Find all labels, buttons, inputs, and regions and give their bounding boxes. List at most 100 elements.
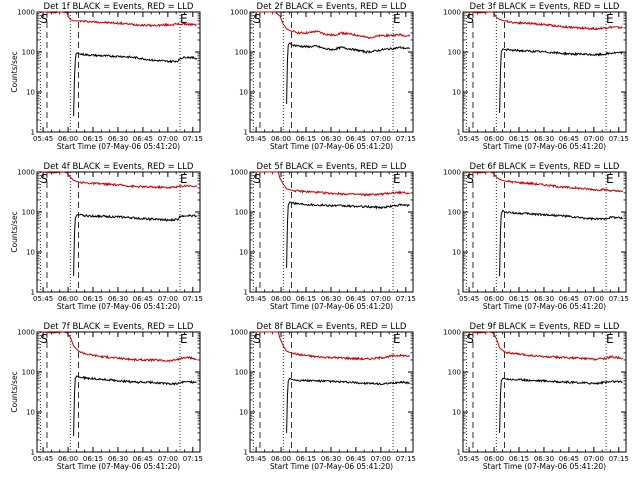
y-axis-label: Counts/sec <box>10 211 19 252</box>
x-tick-label: 06:30 <box>321 455 341 463</box>
x-tick-label: 06:30 <box>534 135 554 143</box>
x-tick-label: 07:15 <box>183 295 203 303</box>
x-tick-label: 07:15 <box>609 295 629 303</box>
panel-title: Det 5f BLACK = Events, RED = LLD <box>257 162 407 172</box>
x-tick-label: 05:45 <box>33 135 53 143</box>
x-tick-label: 06:00 <box>484 135 504 143</box>
x-axis-label: Start Time (07-May-06 05:41:20) <box>483 302 606 311</box>
interval-marker-e: E <box>606 332 614 346</box>
series-lld-line <box>41 11 197 28</box>
interval-marker-e: E <box>393 12 401 26</box>
y-axis-label: Counts/sec <box>10 371 19 412</box>
interval-marker-s: S <box>253 332 261 346</box>
x-tick-label: 05:45 <box>459 455 479 463</box>
x-tick-label: 06:15 <box>83 455 103 463</box>
panel-title: Det 3f BLACK = Events, RED = LLD <box>470 2 620 12</box>
panel-title: Det 6f BLACK = Events, RED = LLD <box>470 162 620 172</box>
x-tick-label: 06:00 <box>484 295 504 303</box>
panel-det-1: Det 1f BLACK = Events, RED = LLD 1 10 100 10… <box>10 2 203 151</box>
x-tick-label: 06:45 <box>346 295 366 303</box>
x-tick-label: 07:00 <box>371 455 391 463</box>
interval-marker-e: E <box>180 332 188 346</box>
x-tick-label: 06:00 <box>271 295 291 303</box>
y-tick-label: 100 <box>235 49 248 57</box>
interval-marker-s: S <box>40 332 48 346</box>
x-tick-label: 06:15 <box>296 295 316 303</box>
y-tick-label: 1 <box>31 129 35 137</box>
panel-det-6: Det 6f BLACK = Events, RED = LLD 1 10 100 10… <box>443 162 629 311</box>
x-axis-label: Start Time (07-May-06 05:41:20) <box>57 462 180 471</box>
x-tick-label: 06:00 <box>484 455 504 463</box>
y-tick-label: 1 <box>244 289 248 297</box>
series-events-line <box>499 48 624 113</box>
x-tick-label: 07:00 <box>584 135 604 143</box>
axes-frame <box>249 331 414 453</box>
interval-marker-e: E <box>180 12 188 26</box>
interval-marker-s: S <box>466 12 474 26</box>
x-tick-label: 07:15 <box>396 455 416 463</box>
interval-marker-s: S <box>466 172 474 186</box>
x-tick-label: 06:45 <box>346 135 366 143</box>
x-tick-label: 07:00 <box>584 295 604 303</box>
x-tick-label: 07:15 <box>396 135 416 143</box>
y-tick-label: 100 <box>448 209 461 217</box>
y-tick-label: 100 <box>235 209 248 217</box>
axes-frame <box>249 11 414 133</box>
y-tick-label: 10 <box>26 89 35 97</box>
y-tick-label: 10 <box>239 409 248 417</box>
panel-det-9: Det 9f BLACK = Events, RED = LLD 1 10 100 10… <box>443 322 629 471</box>
x-axis-label: Start Time (07-May-06 05:41:20) <box>57 142 180 151</box>
x-tick-label: 05:45 <box>246 135 266 143</box>
x-tick-label: 06:30 <box>108 455 128 463</box>
x-tick-label: 06:15 <box>83 135 103 143</box>
x-tick-label: 05:45 <box>33 455 53 463</box>
y-tick-label: 10 <box>452 249 461 257</box>
y-tick-label: 10 <box>452 89 461 97</box>
y-tick-label: 1000 <box>17 169 35 177</box>
x-tick-label: 06:45 <box>346 455 366 463</box>
x-tick-label: 07:00 <box>158 295 178 303</box>
y-tick-label: 10 <box>452 409 461 417</box>
panel-det-5: Det 5f BLACK = Events, RED = LLD 1 10 100 10… <box>230 162 416 311</box>
x-tick-label: 06:45 <box>133 455 153 463</box>
y-tick-label: 1000 <box>17 329 35 337</box>
series-lld-line <box>467 11 623 31</box>
x-axis-label: Start Time (07-May-06 05:41:20) <box>270 302 393 311</box>
series-events-line <box>499 209 623 277</box>
panel-title: Det 8f BLACK = Events, RED = LLD <box>257 322 407 332</box>
panel-det-4: Det 4f BLACK = Events, RED = LLD 1 10 100 10… <box>10 162 203 311</box>
axes-frame <box>36 171 201 293</box>
x-tick-label: 06:15 <box>83 295 103 303</box>
panel-title: Det 2f BLACK = Events, RED = LLD <box>257 2 407 12</box>
interval-marker-s: S <box>40 172 48 186</box>
x-tick-label: 06:00 <box>271 455 291 463</box>
x-axis-label: Start Time (07-May-06 05:41:20) <box>57 302 180 311</box>
x-tick-label: 06:15 <box>296 455 316 463</box>
series-lld-line <box>254 331 410 361</box>
series-events-line <box>73 213 197 277</box>
series-events-line <box>286 377 411 433</box>
x-tick-label: 05:45 <box>246 455 266 463</box>
x-axis-label: Start Time (07-May-06 05:41:20) <box>483 462 606 471</box>
series-lld-line <box>41 171 198 190</box>
interval-marker-s: S <box>253 12 261 26</box>
y-tick-label: 1000 <box>443 9 461 17</box>
x-tick-label: 07:00 <box>158 135 178 143</box>
x-tick-label: 06:00 <box>58 135 78 143</box>
axes-frame <box>462 331 627 453</box>
interval-marker-s: S <box>466 332 474 346</box>
x-tick-label: 07:00 <box>584 455 604 463</box>
x-tick-label: 05:45 <box>459 295 479 303</box>
x-axis-label: Start Time (07-May-06 05:41:20) <box>270 462 393 471</box>
y-tick-label: 1 <box>457 289 461 297</box>
interval-marker-e: E <box>180 172 188 186</box>
x-tick-label: 06:15 <box>509 455 529 463</box>
y-tick-label: 100 <box>22 209 35 217</box>
y-tick-label: 100 <box>22 369 35 377</box>
x-tick-label: 06:30 <box>534 295 554 303</box>
interval-marker-e: E <box>393 332 401 346</box>
panel-title: Det 7f BLACK = Events, RED = LLD <box>44 322 194 332</box>
x-tick-label: 07:15 <box>183 135 203 143</box>
x-tick-label: 06:15 <box>296 135 316 143</box>
